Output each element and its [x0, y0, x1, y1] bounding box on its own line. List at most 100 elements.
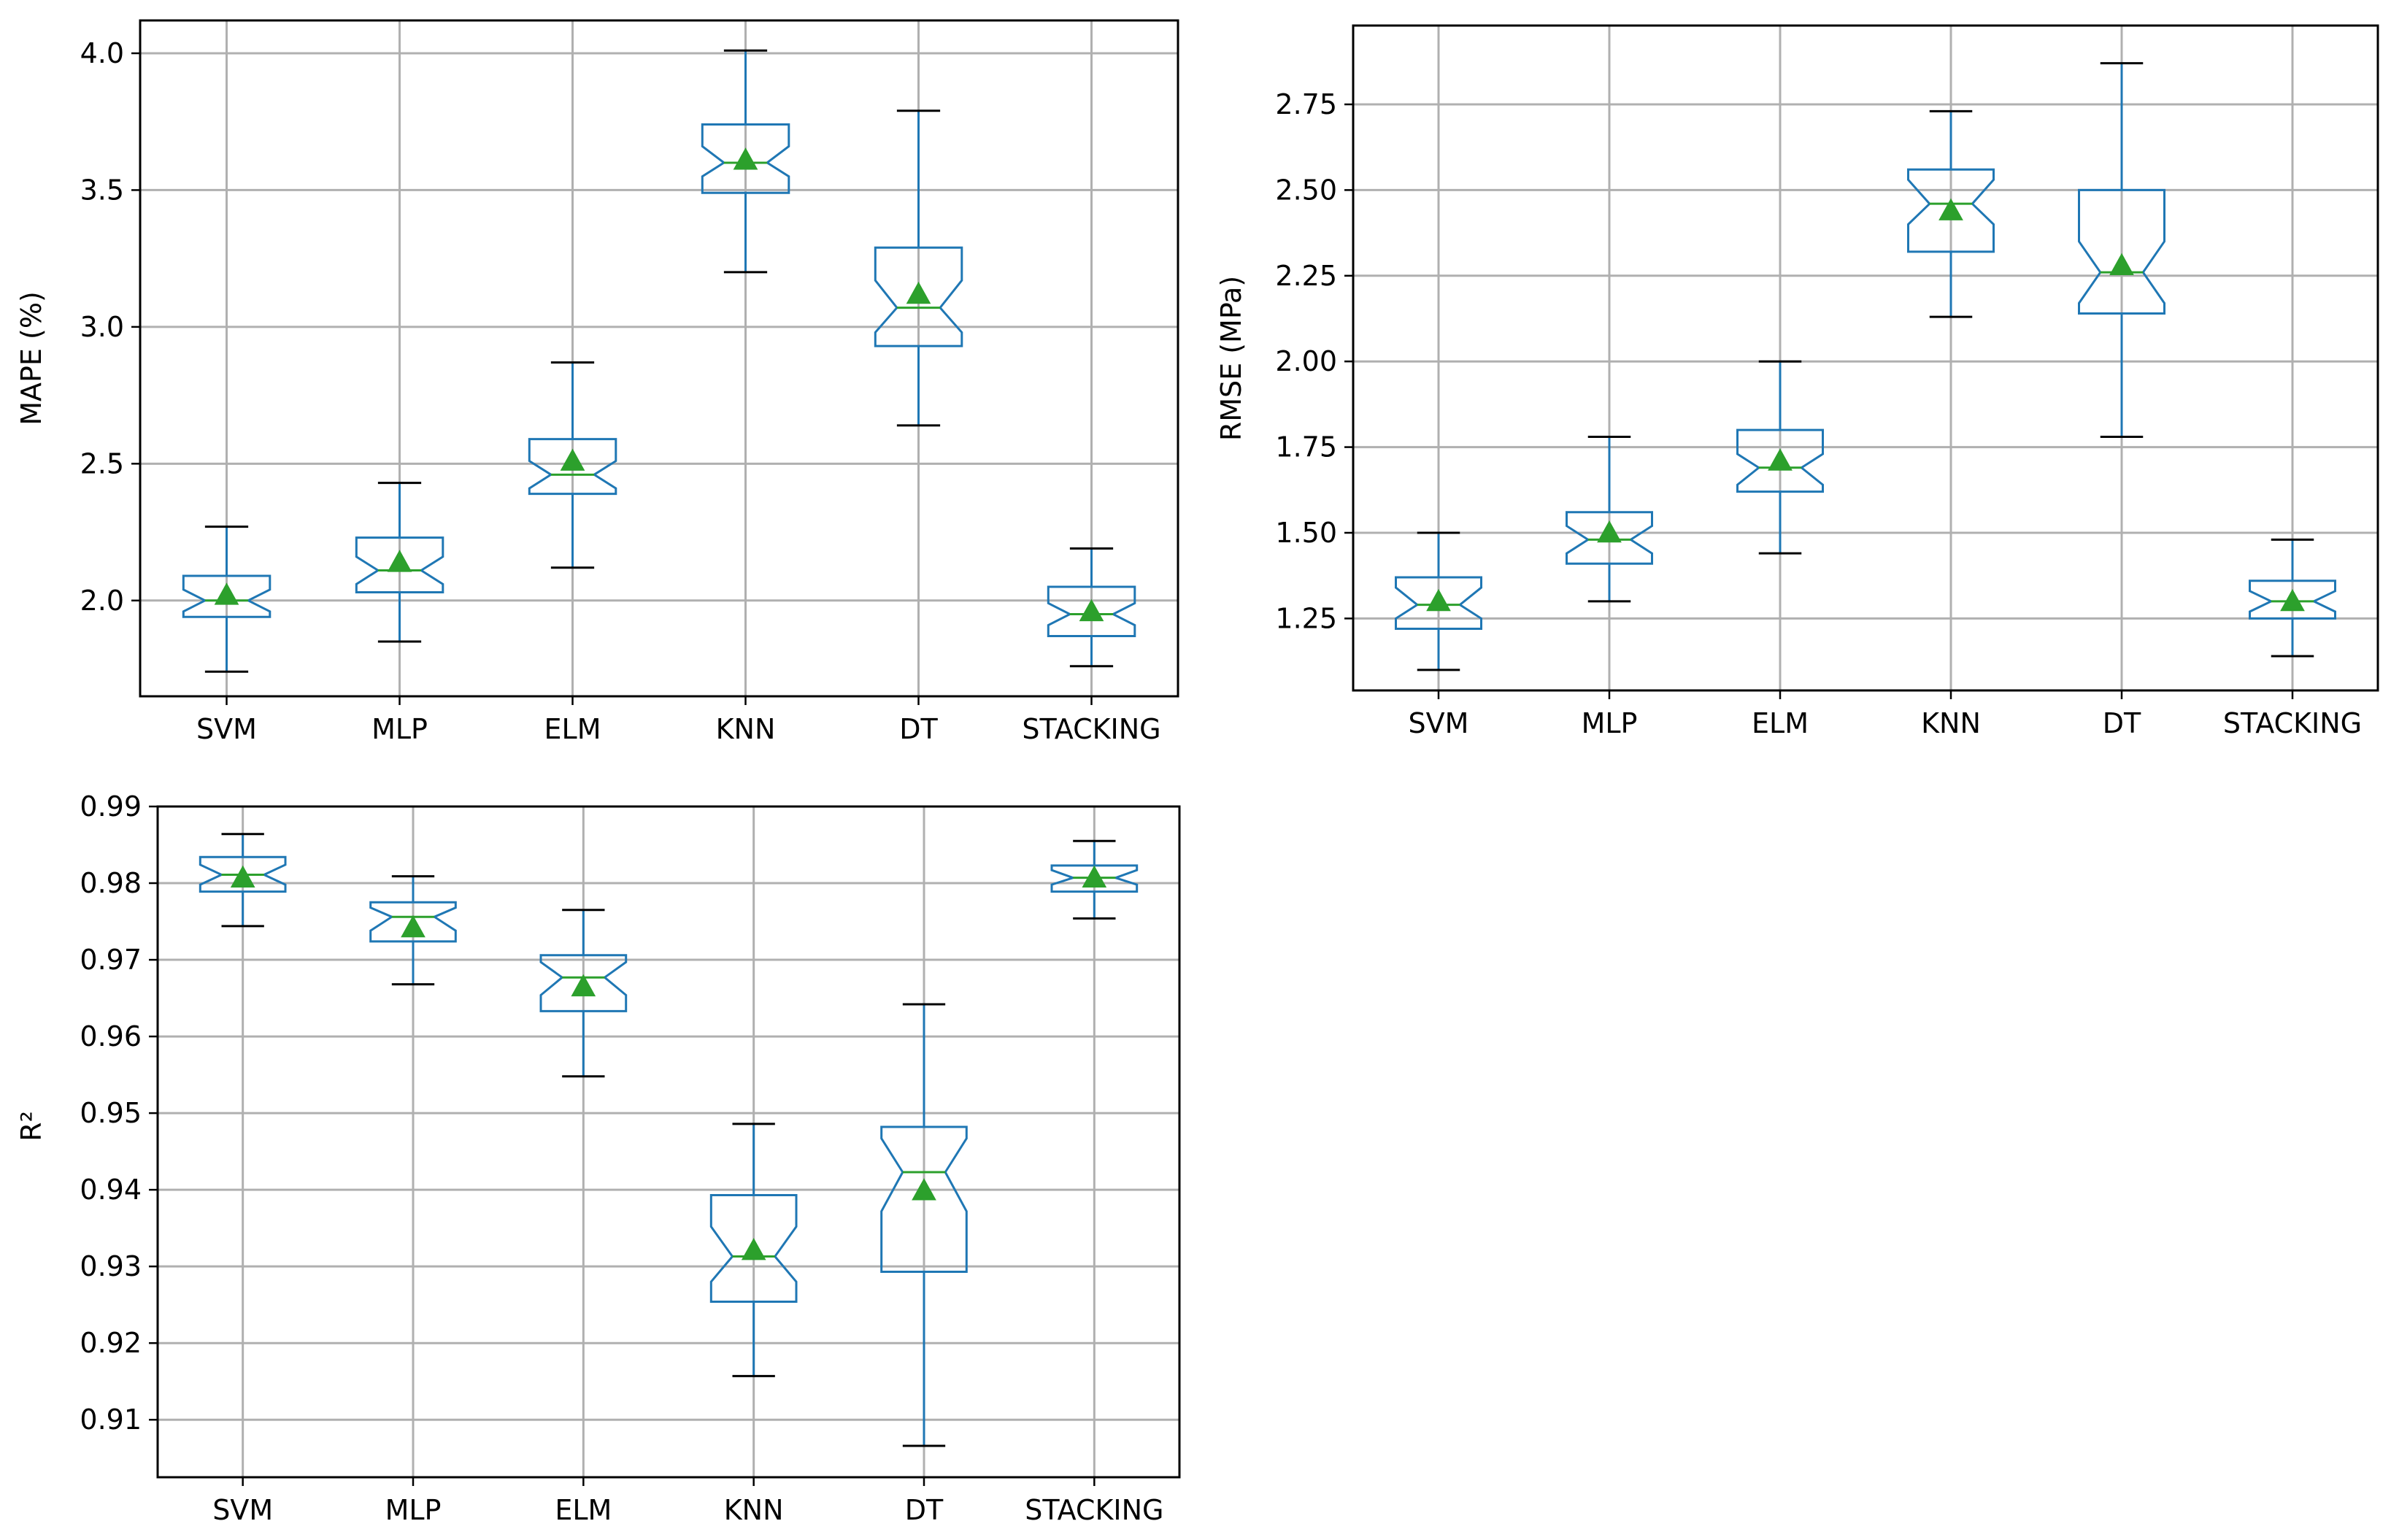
- box-body: [369, 901, 457, 943]
- y-tick-label: 1.50: [1275, 517, 1337, 549]
- box-dt: [874, 109, 963, 427]
- axes-frame: [139, 19, 1179, 698]
- box-svm: [1395, 531, 1482, 671]
- box-body: [2078, 188, 2165, 315]
- box-body: [1736, 428, 1824, 493]
- box-svm: [199, 833, 287, 928]
- mean-marker: [1938, 198, 1963, 220]
- x-tick-label-elm: ELM: [544, 713, 601, 745]
- mean-marker: [2109, 253, 2134, 275]
- y-tick-label: 2.25: [1275, 260, 1337, 292]
- mean-marker: [733, 147, 758, 170]
- x-tick-label-knn: KNN: [716, 713, 776, 745]
- x-tick-label-dt: DT: [905, 1494, 944, 1526]
- box-body: [1395, 576, 1482, 630]
- x-tick-label-mlp: MLP: [385, 1494, 442, 1526]
- mean-marker: [1082, 865, 1107, 888]
- y-axis-title-mape: MAPE (%): [15, 291, 47, 426]
- mean-marker: [214, 582, 239, 605]
- x-tick-label-mlp: MLP: [1582, 707, 1638, 739]
- x-tick-label-dt: DT: [2103, 707, 2141, 739]
- box-knn: [1907, 109, 1995, 318]
- chart-rmse: 1.25 1.50 1.75 2.00 2.25 2.50 2.75 SVM MLP ELM KNN…: [1215, 24, 2379, 739]
- mean-marker: [401, 915, 426, 938]
- box-knn: [701, 49, 790, 274]
- box-stacking: [2249, 538, 2336, 658]
- y-tick-label: 0.91: [80, 1404, 142, 1436]
- mean-marker: [387, 550, 412, 572]
- x-tick-label-stacking: STACKING: [2223, 707, 2362, 739]
- axes-frame: [156, 805, 1181, 1479]
- y-tick-label: 3.5: [80, 174, 124, 206]
- y-tick-label: 2.5: [80, 447, 124, 480]
- box-elm: [528, 361, 617, 569]
- x-tick-label-mlp: MLP: [371, 713, 428, 745]
- y-axis-title-r2: R²: [15, 1111, 47, 1141]
- y-tick-label: 0.95: [80, 1097, 142, 1129]
- box-body: [182, 574, 272, 618]
- box-body: [355, 536, 444, 593]
- mean-marker: [912, 1178, 936, 1201]
- y-tick-label: 1.75: [1275, 431, 1337, 463]
- box-body: [528, 438, 617, 496]
- mean-marker: [1426, 588, 1451, 612]
- mean-marker: [230, 865, 255, 888]
- x-tick-label-elm: ELM: [555, 1494, 612, 1526]
- y-tick-label: 3.0: [80, 311, 124, 343]
- x-tick-label-svm: SVM: [212, 1494, 273, 1526]
- x-tick-label-stacking: STACKING: [1022, 713, 1160, 745]
- y-tick-label: 2.50: [1275, 174, 1337, 206]
- y-axis-title-rmse: RMSE (MPa): [1215, 276, 1247, 441]
- x-tick-label-svm: SVM: [1409, 707, 1469, 739]
- x-tick-label-elm: ELM: [1752, 707, 1809, 739]
- y-tick-label: 0.98: [80, 867, 142, 899]
- box-body: [1907, 168, 1995, 253]
- box-knn: [709, 1123, 798, 1377]
- mean-marker: [741, 1238, 766, 1260]
- x-tick-label-knn: KNN: [1921, 707, 1981, 739]
- box-stacking: [1050, 839, 1139, 920]
- x-tick-label-svm: SVM: [196, 713, 257, 745]
- mean-marker: [1768, 448, 1793, 471]
- box-body: [1047, 585, 1136, 637]
- box-mlp: [355, 482, 444, 643]
- x-tick-label-knn: KNN: [724, 1494, 784, 1526]
- mean-marker: [906, 281, 931, 304]
- box-dt: [880, 1003, 968, 1447]
- box-elm: [1736, 360, 1824, 555]
- box-mlp: [369, 875, 457, 986]
- box-body: [1566, 511, 1653, 565]
- box-body: [709, 1194, 798, 1303]
- y-tick-label: 2.0: [80, 585, 124, 617]
- y-tick-label: 0.93: [80, 1250, 142, 1282]
- y-tick-label: 0.96: [80, 1020, 142, 1052]
- box-body: [199, 855, 287, 893]
- y-tick-label: 2.75: [1275, 88, 1337, 120]
- box-body: [539, 954, 628, 1012]
- axes-frame: [1352, 24, 2379, 692]
- x-tick-label-dt: DT: [899, 713, 938, 745]
- box-body: [874, 246, 963, 347]
- box-body: [701, 123, 790, 194]
- y-tick-label: 0.92: [80, 1327, 142, 1359]
- mean-marker: [1597, 520, 1622, 543]
- y-tick-label: 2.00: [1275, 345, 1337, 377]
- box-mlp: [1566, 436, 1653, 603]
- x-tick-label-stacking: STACKING: [1025, 1494, 1163, 1526]
- y-tick-label: 0.99: [80, 790, 142, 823]
- y-tick-label: 0.94: [80, 1174, 142, 1206]
- y-tick-label: 1.25: [1275, 602, 1337, 634]
- box-elm: [539, 909, 628, 1078]
- mean-marker: [571, 974, 596, 997]
- y-tick-label: 0.97: [80, 944, 142, 976]
- box-body: [2249, 580, 2336, 620]
- mean-marker: [560, 448, 585, 471]
- chart-r2: 0.91 0.92 0.93 0.94 0.95 0.96 0.97 0.98 0.99 SVM M…: [15, 790, 1181, 1526]
- chart-mape: 2.0 2.5 3.0 3.5 4.0 SVM MLP ELM KNN DT STACKING MA…: [15, 19, 1179, 745]
- box-stacking: [1047, 547, 1136, 668]
- box-dt: [2078, 62, 2165, 439]
- y-tick-label: 4.0: [80, 37, 124, 69]
- mean-marker: [2280, 588, 2305, 612]
